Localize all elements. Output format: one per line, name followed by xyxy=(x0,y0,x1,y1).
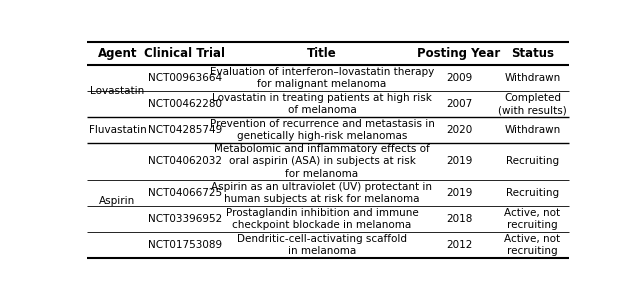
Text: Clinical Trial: Clinical Trial xyxy=(145,47,225,60)
Text: Dendritic-cell-activating scaffold
in melanoma: Dendritic-cell-activating scaffold in me… xyxy=(237,234,407,256)
Text: Lovastatin: Lovastatin xyxy=(90,86,145,96)
Text: 2020: 2020 xyxy=(446,125,472,135)
Text: 2019: 2019 xyxy=(446,188,472,198)
Text: NCT04066725: NCT04066725 xyxy=(148,188,222,198)
Text: 2009: 2009 xyxy=(446,73,472,83)
Text: Posting Year: Posting Year xyxy=(417,47,500,60)
Text: NCT00963664: NCT00963664 xyxy=(148,73,222,83)
Text: Completed
(with results): Completed (with results) xyxy=(498,93,567,115)
Text: NCT03396952: NCT03396952 xyxy=(148,214,222,224)
Text: NCT04062032: NCT04062032 xyxy=(148,156,222,166)
Text: Evaluation of interferon–lovastatin therapy
for malignant melanoma: Evaluation of interferon–lovastatin ther… xyxy=(210,67,434,89)
Text: Title: Title xyxy=(307,47,337,60)
Text: 2007: 2007 xyxy=(446,99,472,109)
Text: NCT04285749: NCT04285749 xyxy=(148,125,222,135)
Text: Withdrawn: Withdrawn xyxy=(504,73,561,83)
Text: Lovastatin in treating patients at high risk
of melanoma: Lovastatin in treating patients at high … xyxy=(212,93,432,115)
Text: NCT01753089: NCT01753089 xyxy=(148,240,222,250)
Text: Aspirin as an ultraviolet (UV) protectant in
human subjects at risk for melanoma: Aspirin as an ultraviolet (UV) protectan… xyxy=(211,181,433,204)
Text: Active, not
recruiting: Active, not recruiting xyxy=(504,208,561,230)
Text: 2012: 2012 xyxy=(446,240,472,250)
Text: Fluvastatin: Fluvastatin xyxy=(88,125,147,135)
Text: Metabolomic and inflammatory effects of
oral aspirin (ASA) in subjects at risk
f: Metabolomic and inflammatory effects of … xyxy=(214,144,430,179)
Text: NCT00462280: NCT00462280 xyxy=(148,99,222,109)
Text: Prostaglandin inhibition and immune
checkpoint blockade in melanoma: Prostaglandin inhibition and immune chec… xyxy=(226,208,419,230)
Text: Aspirin: Aspirin xyxy=(99,196,136,206)
Text: Prevention of recurrence and metastasis in
genetically high-risk melanomas: Prevention of recurrence and metastasis … xyxy=(209,119,435,141)
Text: Status: Status xyxy=(511,47,554,60)
Text: Recruiting: Recruiting xyxy=(506,188,559,198)
Text: Recruiting: Recruiting xyxy=(506,156,559,166)
Text: 2019: 2019 xyxy=(446,156,472,166)
Text: 2018: 2018 xyxy=(446,214,472,224)
Text: Withdrawn: Withdrawn xyxy=(504,125,561,135)
Text: Agent: Agent xyxy=(98,47,137,60)
Text: Active, not
recruiting: Active, not recruiting xyxy=(504,234,561,256)
